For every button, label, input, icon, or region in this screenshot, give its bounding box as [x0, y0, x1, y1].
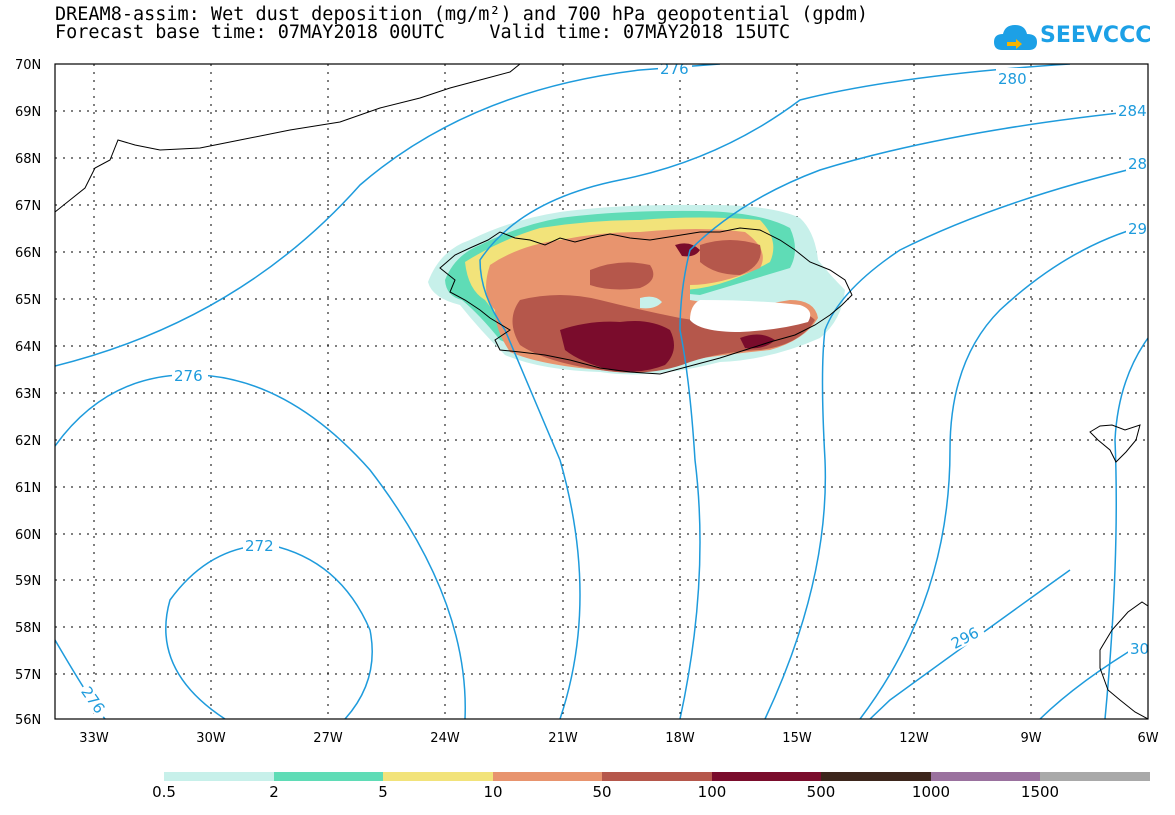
colorbar-label: 100: [697, 783, 727, 801]
lat-label: 70N: [15, 58, 41, 73]
lat-label: 61N: [15, 481, 41, 496]
colorbar-label: 1500: [1020, 783, 1060, 801]
lat-label: 56N: [15, 713, 41, 728]
colorbar-swatch: [1040, 772, 1150, 781]
contour-label: 28: [1128, 155, 1147, 173]
lat-label: 67N: [15, 199, 41, 214]
colorbar-label: 2: [269, 783, 279, 801]
contour-labels: 276 280 284 28 29 276 272 296 276 30: [77, 60, 1149, 719]
lat-label: 58N: [15, 621, 41, 636]
contour-label: 29: [1128, 220, 1147, 238]
lon-label: 33W: [79, 731, 109, 746]
lon-label: 12W: [899, 731, 929, 746]
colorbar: [164, 772, 1150, 781]
chart-title: DREAM8-assim: Wet dust deposition (mg/m²…: [55, 4, 869, 25]
lon-label: 27W: [313, 731, 343, 746]
colorbar-label: 50: [592, 783, 612, 801]
lon-label: 18W: [665, 731, 695, 746]
colorbar-swatch: [383, 772, 493, 781]
lat-label: 69N: [15, 105, 41, 120]
lat-label: 65N: [15, 293, 41, 308]
geopotential-contours: [55, 64, 1148, 719]
lat-label: 59N: [15, 574, 41, 589]
logo-text: SEEVCCC: [1040, 23, 1152, 48]
contour-label: 276: [174, 367, 203, 385]
lat-label: 63N: [15, 387, 41, 402]
cloud-icon: [994, 25, 1037, 50]
contour-label: 272: [245, 537, 274, 555]
lat-label: 57N: [15, 668, 41, 683]
lat-label: 66N: [15, 246, 41, 261]
graticule: [55, 64, 1148, 719]
colorbar-swatch: [274, 772, 383, 781]
colorbar-label: 10: [483, 783, 503, 801]
chart-subtitle: Forecast base time: 07MAY2018 00UTC Vali…: [55, 22, 791, 43]
contour-label: 30: [1130, 640, 1149, 658]
colorbar-swatch: [712, 772, 821, 781]
lat-label: 62N: [15, 434, 41, 449]
latitude-labels: 70N 69N 68N 67N 66N 65N 64N 63N 62N 61N …: [15, 58, 41, 728]
lon-label: 30W: [196, 731, 226, 746]
colorbar-label: 500: [806, 783, 836, 801]
lat-label: 64N: [15, 340, 41, 355]
lon-label: 24W: [430, 731, 460, 746]
contour-label: 280: [998, 70, 1027, 88]
colorbar-swatch: [493, 772, 602, 781]
contour-label: 276: [660, 60, 689, 78]
colorbar-label: 1000: [911, 783, 951, 801]
map-frame: [54, 63, 1149, 720]
lat-label: 68N: [15, 152, 41, 167]
colorbar-swatch: [821, 772, 931, 781]
coastlines: [55, 64, 1148, 719]
colorbar-label: 0.5: [152, 783, 176, 801]
longitude-labels: 33W 30W 27W 24W 21W 18W 15W 12W 9W 6W: [79, 731, 1158, 746]
lon-label: 9W: [1020, 731, 1041, 746]
colorbar-swatch: [602, 772, 712, 781]
contour-label: 284: [1118, 102, 1147, 120]
seevccc-logo: SEEVCCC: [992, 20, 1151, 58]
colorbar-swatch: [931, 772, 1040, 781]
colorbar-label: 5: [378, 783, 388, 801]
lon-label: 6W: [1137, 731, 1158, 746]
colorbar-swatch: [164, 772, 274, 781]
lon-label: 15W: [782, 731, 812, 746]
lon-label: 21W: [548, 731, 578, 746]
dust-deposition-field: [428, 204, 845, 375]
lat-label: 60N: [15, 528, 41, 543]
